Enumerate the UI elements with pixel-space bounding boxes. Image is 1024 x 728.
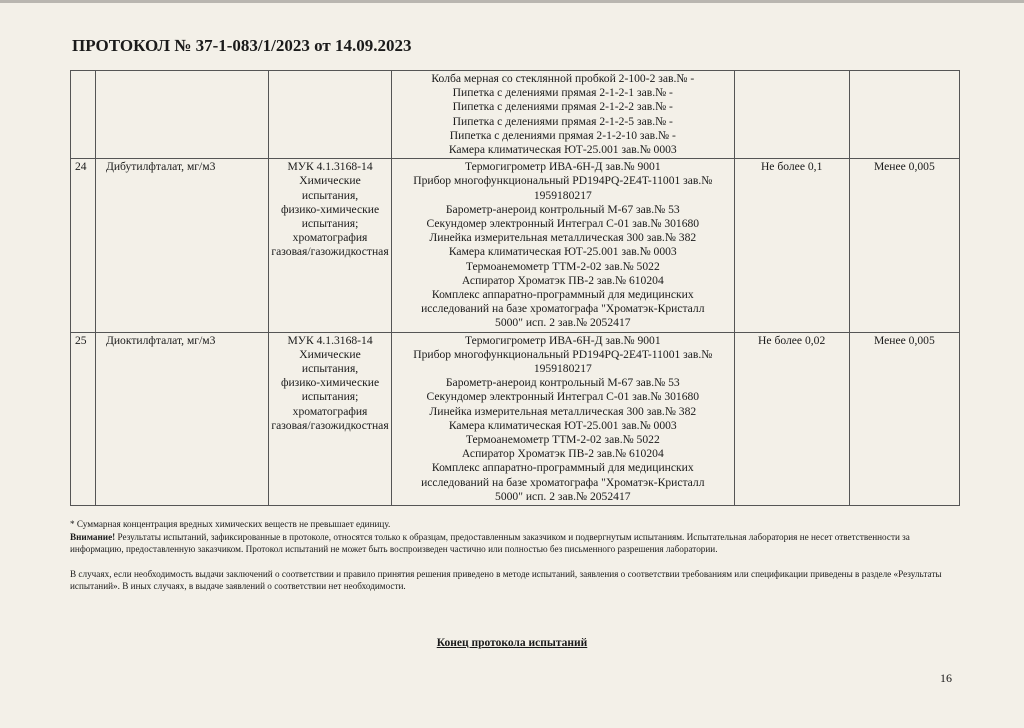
attention-note: Внимание! Результаты испытаний, зафиксир… — [70, 531, 960, 556]
cell-equipment-line: Аспиратор Хроматэк ПВ-2 зав.№ 610204 — [461, 273, 664, 287]
scan-edge — [0, 0, 1024, 3]
cell-num — [70, 69, 96, 160]
cell-equipment-line: Секундомер электронный Интеграл С-01 зав… — [426, 217, 700, 231]
cell-name — [94, 69, 270, 160]
cell-method-line: хроматография — [292, 404, 368, 418]
cell-method-line: испытания; — [301, 217, 359, 231]
cell-equipment-line: исследований на базе хроматографа "Хрома… — [421, 475, 705, 489]
cell-method-line: физико-химические — [280, 376, 380, 390]
page-title: ПРОТОКОЛ № 37-1-083/1/2023 от 14.09.2023 — [72, 36, 412, 55]
table-row: Колба мерная со стеклянной пробкой 2-100… — [70, 69, 961, 160]
cell-equipment-line: Колба мерная со стеклянной пробкой 2-100… — [431, 72, 695, 85]
cell-equipment: Термогигрометр ИВА-6Н-Д зав.№ 9001 Прибор… — [391, 331, 735, 507]
cell-method: МУК 4.1.3168-14 Химические испытания, физик… — [268, 331, 392, 507]
notes: * Суммарная концентрация вредных химичес… — [70, 518, 960, 593]
cell-equipment-line: Термогигрометр ИВА-6Н-Д зав.№ 9001 — [464, 333, 661, 347]
footnote: * Суммарная концентрация вредных химичес… — [70, 519, 391, 530]
cell-equipment-line: Линейка измерительная металлическая 300 … — [429, 231, 697, 245]
cell-num: 24 — [70, 158, 96, 333]
cell-method — [268, 69, 392, 160]
cell-method-line: Химические — [299, 347, 361, 361]
cell-equipment: Колба мерная со стеклянной пробкой 2-100… — [391, 69, 735, 160]
cell-method-line: газовая/газожидкостная — [271, 245, 389, 259]
cell-name: Диоктилфталат, мг/м3 — [94, 331, 270, 507]
cell-equipment-line: Секундомер электронный Интеграл С-01 зав… — [426, 390, 700, 404]
cell-equipment-line: Комплекс аппаратно-программный для медиц… — [431, 288, 694, 302]
cell-equipment-line: Термоанемометр ТТМ-2-02 зав.№ 5022 — [465, 259, 660, 273]
cell-equipment-line: Термогигрометр ИВА-6Н-Д зав.№ 9001 — [464, 160, 661, 174]
cell-equipment-line: Пипетка с делениями прямая 2-1-2-1 зав.№… — [452, 86, 673, 100]
cell-method-line: МУК 4.1.3168-14 — [287, 160, 373, 174]
cell-norm: Не более 0,1 — [733, 158, 850, 333]
cell-norm: Не более 0,02 — [733, 331, 850, 507]
results-table: Колба мерная со стеклянной пробкой 2-100… — [70, 69, 961, 507]
cell-equipment-line: Камера климатическая ЮТ-25.001 зав.№ 000… — [448, 143, 677, 157]
cell-equipment-line: Аспиратор Хроматэк ПВ-2 зав.№ 610204 — [461, 447, 664, 461]
end-of-protocol: Конец протокола испытаний — [436, 636, 588, 649]
cell-equipment-line: Пипетка с делениями прямая 2-1-2-2 зав.№… — [452, 100, 673, 114]
table-row: 24 Дибутилфталат, мг/м3 МУК 4.1.3168-14 Хим… — [70, 158, 961, 333]
cell-equipment-line: Комплекс аппаратно-программный для медиц… — [431, 461, 694, 475]
cell-method-line: МУК 4.1.3168-14 — [287, 333, 373, 347]
cell-method-line: физико-химические — [280, 202, 380, 216]
cell-norm — [733, 69, 850, 160]
attention-label: Внимание! — [70, 531, 116, 542]
cell-result — [848, 69, 961, 160]
attention-text: Результаты испытаний, зафиксированные в … — [70, 531, 910, 555]
cell-result: Менее 0,005 — [848, 158, 961, 333]
cell-method-line: испытания, — [301, 362, 359, 376]
cell-name: Дибутилфталат, мг/м3 — [94, 158, 270, 333]
cell-equipment-line: Линейка измерительная металлическая 300 … — [429, 404, 697, 418]
cell-equipment-line: Камера климатическая ЮТ-25.001 зав.№ 000… — [448, 418, 677, 432]
cell-equipment-line: 1959180217 — [533, 362, 592, 376]
cell-equipment-line: Пипетка с делениями прямая 2-1-2-10 зав.… — [449, 128, 676, 142]
cell-equipment-line: 5000" исп. 2 зав.№ 2052417 — [495, 489, 631, 503]
cell-method-line: испытания, — [301, 188, 359, 202]
page-body: Колба мерная со стеклянной пробкой 2-100… — [70, 69, 961, 696]
cell-num: 25 — [70, 331, 96, 507]
cell-method-line: Химические — [299, 174, 361, 188]
cell-method-line: хроматография — [292, 231, 368, 245]
cell-equipment: Термогигрометр ИВА-6Н-Д зав.№ 9001 Прибор… — [391, 158, 735, 333]
cell-equipment-line: Барометр-анероид контрольный М-67 зав.№ … — [445, 376, 680, 390]
cell-equipment-line: Камера климатическая ЮТ-25.001 зав.№ 000… — [448, 245, 677, 259]
cell-equipment-line: 1959180217 — [533, 188, 592, 202]
cell-method-line: газовая/газожидкостная — [271, 418, 389, 432]
cell-equipment-line: исследований на базе хроматографа "Хрома… — [421, 302, 705, 316]
page-number: 16 — [940, 670, 952, 685]
conformity-note: В случаях, если необходимость выдачи зак… — [70, 568, 942, 592]
table-row: 25 Диоктилфталат, мг/м3 МУК 4.1.3168-14 Хим… — [70, 331, 961, 507]
cell-equipment-line: Прибор многофункциональный PD194PQ-2E4T-… — [413, 347, 713, 361]
cell-equipment-line: Пипетка с делениями прямая 2-1-2-5 зав.№… — [452, 114, 673, 128]
cell-equipment-line: Термоанемометр ТТМ-2-02 зав.№ 5022 — [465, 433, 660, 447]
cell-equipment-line: Барометр-анероид контрольный М-67 зав.№ … — [445, 202, 680, 216]
cell-result: Менее 0,005 — [848, 331, 961, 507]
cell-method-line: испытания; — [301, 390, 359, 404]
cell-equipment-line: 5000" исп. 2 зав.№ 2052417 — [495, 316, 631, 330]
cell-method: МУК 4.1.3168-14 Химические испытания, физик… — [268, 158, 392, 333]
cell-equipment-line: Прибор многофункциональный PD194PQ-2E4T-… — [413, 174, 713, 188]
